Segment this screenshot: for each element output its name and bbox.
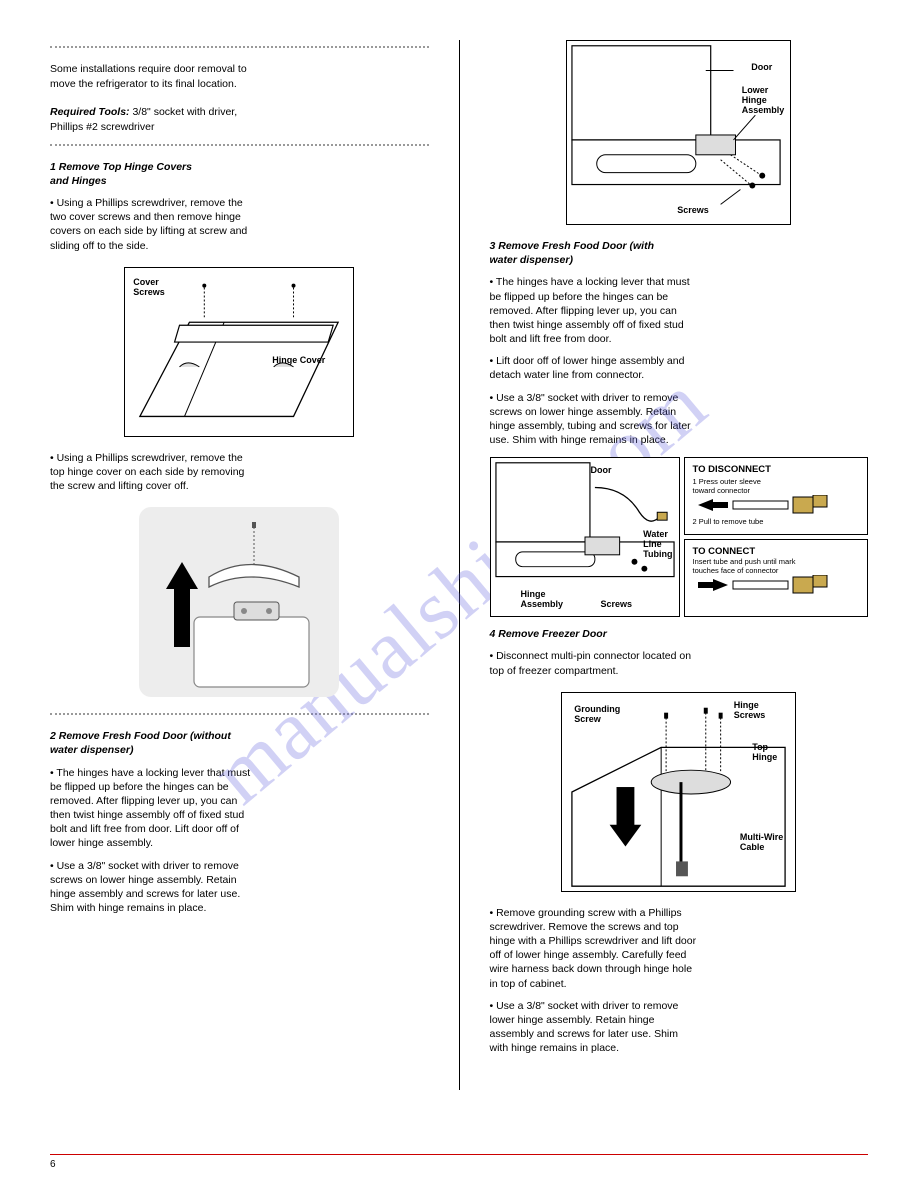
connect-heading: TO CONNECT xyxy=(693,546,860,557)
figure-svg xyxy=(139,507,339,697)
fig2-screws-label: Screws xyxy=(677,206,709,216)
disconnect-heading: TO DISCONNECT xyxy=(693,464,860,475)
step3-p1: • The hinges have a locking lever that m… xyxy=(490,275,869,346)
intro-text-2: move the refrigerator to its final locat… xyxy=(50,77,429,91)
figure-hinge-lift xyxy=(50,507,429,697)
fig4-hinge-screws-label: Hinge Screws xyxy=(734,701,766,721)
step2-p2: • Use a 3/8" socket with driver to remov… xyxy=(50,859,429,916)
figure-lower-hinge: Door Lower Hinge Assembly Screws xyxy=(490,40,869,225)
connect-step1: Insert tube and push until mark touches … xyxy=(693,557,860,575)
disconnect-step1: 1 Press outer sleeve toward connector xyxy=(693,477,860,495)
connector-icon xyxy=(693,495,848,515)
figure-water-line: Door Hinge Assembly Screws Water Line Tu… xyxy=(490,457,680,617)
right-column: Door Lower Hinge Assembly Screws 3 Remov… xyxy=(490,40,869,1090)
page-content: Some installations require door removal … xyxy=(0,0,918,1120)
page-footer: 6 xyxy=(50,1154,868,1170)
left-column: Some installations require door removal … xyxy=(50,40,429,1090)
step3-p2: • Lift door off of lower hinge assembly … xyxy=(490,354,869,382)
intro-text-1: Some installations require door removal … xyxy=(50,62,429,76)
tools-heading: Required Tools: 3/8" socket with driver,… xyxy=(50,105,429,133)
step1-heading: 1 Remove Top Hinge Covers and Hinges xyxy=(50,160,429,188)
step4-p1: • Disconnect multi-pin connector located… xyxy=(490,649,869,677)
disconnect-box: TO DISCONNECT 1 Press outer sleeve towar… xyxy=(684,457,869,535)
step1-p2: • Using a Phillips screwdriver, remove t… xyxy=(50,451,429,494)
step1-p1: • Using a Phillips screwdriver, remove t… xyxy=(50,196,429,253)
fig2-hinge-label: Lower Hinge Assembly xyxy=(742,86,785,116)
fig4-top-hinge-label: Top Hinge xyxy=(752,743,777,763)
step2-heading: 2 Remove Fresh Food Door (without water … xyxy=(50,729,429,757)
step2-p1: • The hinges have a locking lever that m… xyxy=(50,766,429,851)
dotted-rule xyxy=(50,713,429,715)
fig1-label-cover-screws: Cover Screws xyxy=(133,278,165,298)
fig3-water-label: Water Line Tubing xyxy=(643,530,672,560)
column-divider xyxy=(459,40,460,1090)
page-number: 6 xyxy=(50,1159,56,1170)
fig4-ground-label: Grounding Screw xyxy=(574,705,620,725)
dotted-rule xyxy=(50,144,429,146)
connect-box: TO CONNECT Insert tube and push until ma… xyxy=(684,539,869,617)
step4-p3: • Use a 3/8" socket with driver to remov… xyxy=(490,999,869,1056)
fig3-screws-label: Screws xyxy=(601,600,633,610)
dotted-rule xyxy=(50,46,429,48)
step3-heading: 3 Remove Fresh Food Door (with water dis… xyxy=(490,239,869,267)
step4-heading: 4 Remove Freezer Door xyxy=(490,627,869,641)
step4-p2: • Remove grounding screw with a Phillips… xyxy=(490,906,869,991)
figure-water-line-row: Door Hinge Assembly Screws Water Line Tu… xyxy=(490,457,869,617)
fig3-door-label: Door xyxy=(591,466,612,476)
fig1-label-hinge-cover: Hinge Cover xyxy=(272,356,325,366)
fig3-hinge-label: Hinge Assembly xyxy=(521,590,564,610)
tools-label: Required Tools: xyxy=(50,106,130,118)
fig4-cable-label: Multi-Wire Cable xyxy=(740,833,783,853)
figure-freezer-top-hinge: Grounding Screw Hinge Screws Top Hinge M… xyxy=(490,692,869,892)
connector-instructions: TO DISCONNECT 1 Press outer sleeve towar… xyxy=(684,457,869,617)
connector-icon xyxy=(693,575,848,597)
step3-p3: • Use a 3/8" socket with driver to remov… xyxy=(490,391,869,448)
figure-hinge-cover: Cover Screws Hinge Cover xyxy=(50,267,429,437)
fig2-door-label: Door xyxy=(751,63,772,73)
disconnect-step2: 2 Pull to remove tube xyxy=(693,517,860,526)
